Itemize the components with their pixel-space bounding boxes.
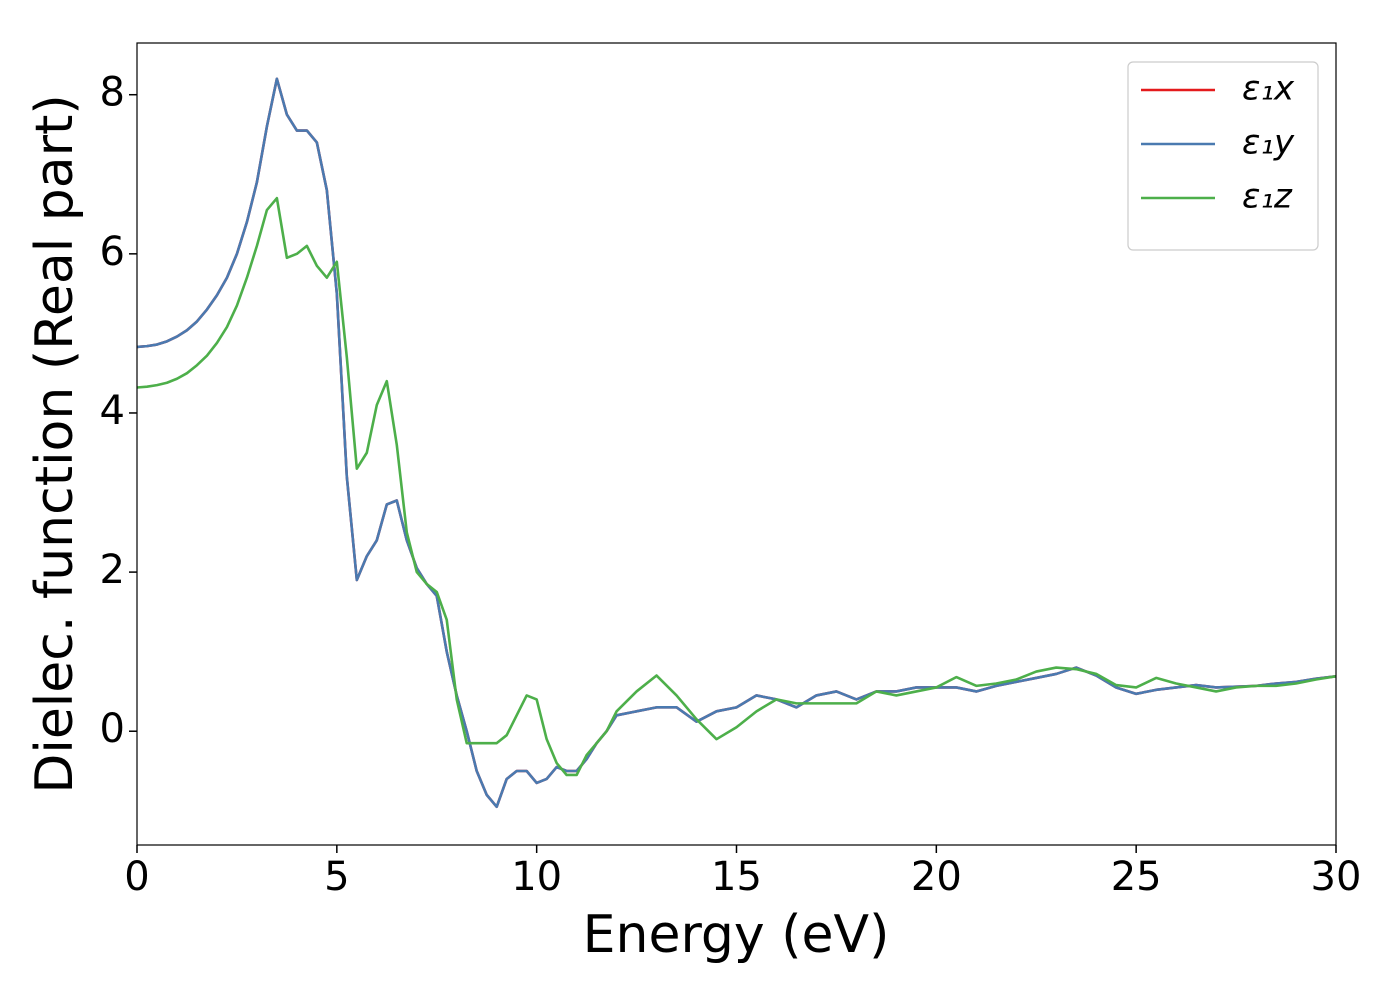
x-tick-label: 20 xyxy=(911,854,962,900)
plot-frame xyxy=(136,42,1337,846)
x-tick-label: 25 xyxy=(1111,854,1162,900)
y-tick-label: 0 xyxy=(100,706,125,752)
y-tick-label: 4 xyxy=(100,388,125,434)
series-line xyxy=(137,196,1336,777)
x-tick-label: 15 xyxy=(711,854,762,900)
x-tick-label: 30 xyxy=(1311,854,1362,900)
x-tick-label: 10 xyxy=(511,854,562,900)
x-tick-label: 5 xyxy=(324,854,349,900)
legend-label: ε₁x xyxy=(1242,69,1295,109)
x-tick-label: 0 xyxy=(124,854,149,900)
y-tick-label: 6 xyxy=(100,229,125,275)
y-tick-label: 8 xyxy=(100,70,125,116)
legend-label: ε₁y xyxy=(1242,123,1295,163)
y-tick-label: 2 xyxy=(100,547,125,593)
x-axis-label: Energy (eV) xyxy=(583,905,890,965)
series-line xyxy=(137,77,1336,809)
legend-box xyxy=(1127,61,1319,251)
y-axis-label: Dielec. function (Real part) xyxy=(25,94,85,793)
legend-label: ε₁z xyxy=(1242,177,1293,217)
